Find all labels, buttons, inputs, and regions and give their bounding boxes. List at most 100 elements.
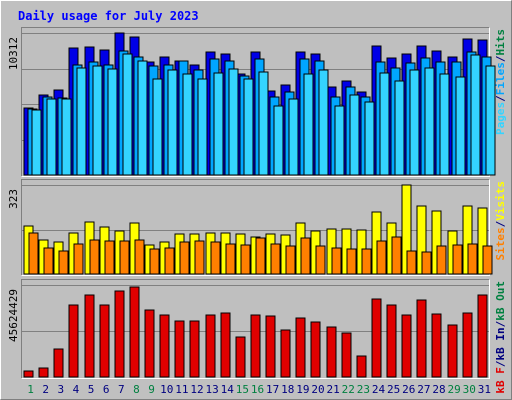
x-tick-label: 7 [118,383,125,396]
bar-kb-f [280,329,291,378]
legend-entry: / [494,55,507,62]
bar-kb-f [114,290,125,378]
bar-sites [179,241,190,275]
bar-sites [452,244,463,275]
bar-sites [331,247,342,275]
x-tick-label: 13 [205,383,218,396]
bar-kb-f [356,355,367,378]
bar-sites [43,247,54,275]
bar-pages [152,78,163,176]
bar-pages [61,98,72,176]
x-tick-label: 22 [342,383,355,396]
x-tick-label: 8 [133,383,140,396]
y-max-label: 45624429 [7,289,20,342]
x-tick-label: 20 [311,383,324,396]
bar-sites [361,248,372,275]
bar-pages [228,68,239,176]
bar-kb-f [431,313,442,378]
bar-kb-f [174,320,185,378]
bar-pages [273,105,284,176]
panel-border-bottom [21,179,490,276]
x-tick-label: 31 [478,383,491,396]
legend-entry: kB In [494,327,507,360]
legend-entry: Sites [494,227,507,260]
bar-kb-f [159,314,170,378]
bar-pages [409,69,420,176]
bar-kb-f [220,312,231,378]
bar-sites [28,232,39,275]
bar-pages [424,67,435,176]
bar-kb-f [84,294,95,378]
bar-pages [334,105,345,176]
x-tick-label: 30 [463,383,476,396]
x-tick-label: 23 [357,383,370,396]
bar-pages [379,72,390,176]
bar-pages [182,73,193,176]
legend-visits-sites: Sites/Visits [494,181,507,261]
bar-pages [288,98,299,176]
bar-sites [270,243,281,275]
bar-sites [134,239,145,275]
bar-kb-f [265,315,276,378]
bar-kb-f [371,298,382,378]
x-tick-label: 19 [296,383,309,396]
bar-kb-f [205,314,216,378]
bar-kb-f [310,321,321,378]
bar-sites [194,240,205,275]
legend-entry: / [494,360,507,367]
legend-entry: kB F [494,367,507,394]
legend-entry: Pages [494,102,507,135]
bar-pages [258,71,269,176]
legend-hits-files-pages: Pages/Files/Hits [494,29,507,135]
panel-border-top [21,27,490,177]
x-tick-label: 5 [88,383,95,396]
bar-pages [213,72,224,176]
bar-sites [255,237,266,275]
bar-sites [285,245,296,275]
bar-pages [137,60,148,176]
bar-pages [197,78,208,176]
x-tick-label: 15 [236,383,249,396]
bar-sites [225,243,236,275]
x-tick-label: 10 [160,383,173,396]
legend-entry: / [494,95,507,102]
bar-sites [315,245,326,275]
x-tick-label: 3 [58,383,65,396]
x-tick-label: 28 [432,383,445,396]
bar-kb-f [129,286,140,378]
bar-pages [349,94,360,176]
bar-pages [167,69,178,176]
bar-kb-f [250,314,261,378]
legend-entry: / [494,320,507,327]
bar-pages [303,73,314,176]
bar-pages [485,65,496,176]
x-tick-label: 11 [175,383,188,396]
legend-kb: kB F/kB In/kB Out [494,281,507,394]
panel-border-top [21,179,490,276]
bar-sites [73,243,84,275]
legend-entry: / [494,220,507,227]
bar-pages [318,69,329,176]
bar-pages [394,80,405,176]
bar-sites [376,240,387,275]
x-tick-label: 9 [148,383,155,396]
x-tick-label: 25 [387,383,400,396]
legend-entry: Files [494,62,507,95]
bar-pages [455,76,466,176]
bar-sites [89,239,100,275]
bar-sites [240,244,251,275]
bar-kb-f [189,320,200,378]
bar-kb-f [23,370,34,378]
legend-entry: Hits [494,29,507,56]
chart-title: Daily usage for July 2023 [18,9,199,23]
bar-kb-f [401,314,412,378]
bar-kb-f [38,367,49,378]
bar-sites [346,248,357,275]
bar-kb-f [144,309,155,378]
bar-kb-f [295,317,306,378]
bar-sites [421,251,432,275]
bar-sites [119,240,130,275]
x-tick-label: 26 [402,383,415,396]
bar-kb-f [235,336,246,378]
